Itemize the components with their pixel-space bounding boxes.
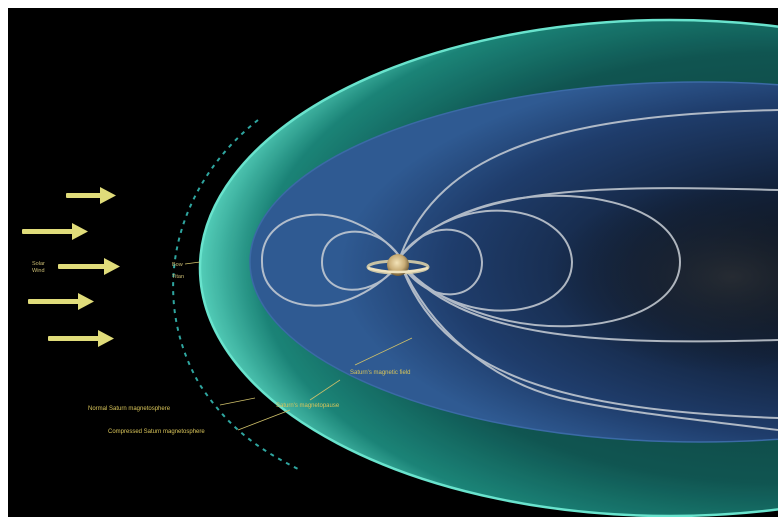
solar-wind-arrows	[22, 187, 120, 347]
solar-wind-arrow	[66, 187, 116, 204]
normal-magnetosphere-dashed-boundary	[172, 119, 301, 471]
solar-wind-arrow	[58, 258, 120, 275]
magnetotail-shade	[410, 145, 778, 385]
field-lines	[260, 109, 778, 431]
solar-wind-arrow	[22, 223, 88, 240]
solar-wind-label-line2: Wind	[32, 268, 45, 274]
normal-magnetosphere-label: Normal Saturn magnetosphere	[88, 406, 171, 412]
saturn-magnetic-field-label: Saturn's magnetic field	[350, 370, 411, 376]
label-leader-lines	[184, 261, 413, 431]
bow-shock-label-line2: Titan	[172, 274, 184, 280]
saturn-planet	[366, 254, 430, 276]
compressed-magnetosphere-label: Compressed Saturn magnetosphere	[108, 429, 205, 435]
saturn-magnetopause-label: Saturn's magnetopause	[276, 403, 340, 409]
bow-shock-label-line1: Bow	[172, 262, 183, 268]
solar-wind-arrow	[48, 330, 114, 347]
solar-wind-label-line1: Solar	[32, 261, 45, 267]
solar-wind-arrow	[28, 293, 94, 310]
